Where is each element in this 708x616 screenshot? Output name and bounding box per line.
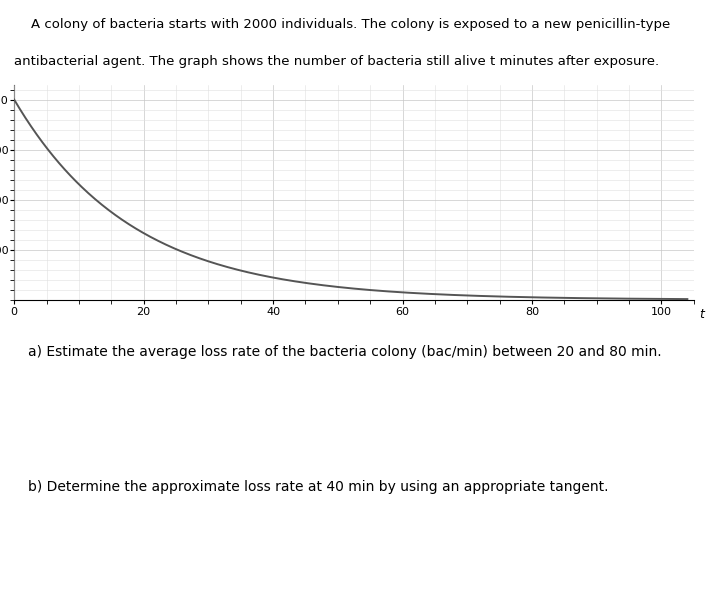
Text: antibacterial agent. The graph shows the number of bacteria still alive t minute: antibacterial agent. The graph shows the… [14, 55, 659, 68]
Text: t (min): t (min) [700, 308, 708, 321]
Text: A colony of bacteria starts with 2000 individuals. The colony is exposed to a ne: A colony of bacteria starts with 2000 in… [14, 18, 670, 31]
Text: a) Estimate the average loss rate of the bacteria colony (bac/min) between 20 an: a) Estimate the average loss rate of the… [28, 344, 661, 359]
Text: b) Determine the approximate loss rate at 40 min by using an appropriate tangent: b) Determine the approximate loss rate a… [28, 480, 608, 494]
